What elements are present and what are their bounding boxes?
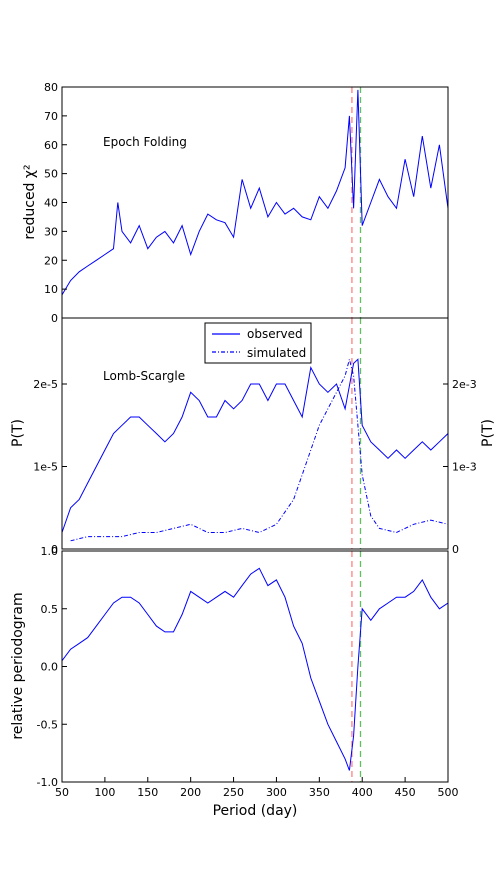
y-tick-label-right: 0 (452, 543, 459, 556)
legend: observed simulated (204, 322, 312, 364)
top-y-axis-label: reduced χ² (22, 164, 38, 239)
bot-reference-lines (351, 551, 362, 782)
top-series-line (62, 89, 448, 296)
legend-simulated-label: simulated (247, 346, 306, 360)
x-tick-label: 500 (438, 786, 459, 799)
bot-y-axis-label: relative periodogram (10, 592, 26, 739)
x-tick-label: 300 (266, 786, 287, 799)
x-tick-label: 100 (94, 786, 115, 799)
lomb-scargle-panel: 0 1e-5 2e-5 0 1e-3 2e-3 Lomb-Scargle P(T) P(… (10, 317, 496, 556)
top-axes-frame (61, 86, 449, 319)
x-tick-label: 400 (352, 786, 373, 799)
y-tick-label-right: 2e-3 (452, 378, 477, 391)
y-tick-label: 40 (44, 197, 58, 210)
y-tick-label: 70 (44, 110, 58, 123)
x-tick-label: 350 (309, 786, 330, 799)
y-tick-label: 1.0 (41, 545, 59, 558)
mid-y-axis-label-left: P(T) (10, 419, 26, 447)
series-line-0 (62, 567, 448, 771)
mid-y-ticks-left: 0 1e-5 2e-5 (33, 378, 67, 556)
y-tick-label: 10 (44, 283, 58, 296)
series-line-simulated (70, 359, 448, 542)
y-tick-label: 0 (51, 543, 58, 556)
y-tick-label: 1e-5 (33, 461, 58, 474)
bot-series-line (62, 567, 448, 771)
mid-series-lines (62, 358, 448, 542)
top-y-ticks: 0 10 20 30 40 50 60 70 80 (44, 81, 67, 325)
relative-periodogram-panel: -1.0 -0.5 0.0 0.5 1.0 50 100 150 200 250 300 350 40… (10, 545, 459, 819)
mid-annotation: Lomb-Scargle (103, 369, 185, 383)
y-tick-label-right: 1e-3 (452, 461, 477, 474)
bot-x-ticks: 50 100 150 200 250 300 350 400 450 500 (55, 777, 459, 799)
y-tick-label: 80 (44, 81, 58, 94)
x-tick-label: 150 (137, 786, 158, 799)
y-tick-label: 0.5 (41, 603, 59, 616)
top-reference-lines (351, 87, 362, 318)
y-tick-label: 50 (44, 168, 58, 181)
bot-y-ticks: -1.0 -0.5 0.0 0.5 1.0 (37, 545, 67, 789)
y-tick-label: 0.0 (41, 661, 59, 674)
series-line-observed (62, 358, 448, 533)
y-tick-label: 30 (44, 225, 58, 238)
x-tick-label: 50 (55, 786, 69, 799)
x-axis-label: Period (day) (213, 803, 298, 819)
y-tick-label: 0 (51, 312, 58, 325)
series-line-0 (62, 89, 448, 296)
x-tick-label: 250 (223, 786, 244, 799)
top-annotation: Epoch Folding (103, 135, 187, 149)
y-tick-label: -0.5 (37, 718, 58, 731)
mid-y-axis-label-right: P(T) (480, 419, 496, 447)
y-tick-label: 2e-5 (33, 378, 58, 391)
legend-observed-label: observed (247, 327, 303, 341)
mid-y-ticks-right: 0 1e-3 2e-3 (443, 378, 477, 556)
x-tick-label: 200 (180, 786, 201, 799)
mid-axes-frame (61, 317, 449, 550)
epoch-folding-panel: 0 10 20 30 40 50 60 70 80 Epoch Folding reduced … (22, 81, 449, 325)
bot-axes-frame (61, 550, 449, 783)
y-tick-label: 20 (44, 254, 58, 267)
x-tick-label: 450 (395, 786, 416, 799)
legend-box (204, 322, 312, 364)
y-tick-label: 60 (44, 139, 58, 152)
y-tick-label: -1.0 (37, 776, 58, 789)
mid-reference-lines (351, 318, 362, 549)
